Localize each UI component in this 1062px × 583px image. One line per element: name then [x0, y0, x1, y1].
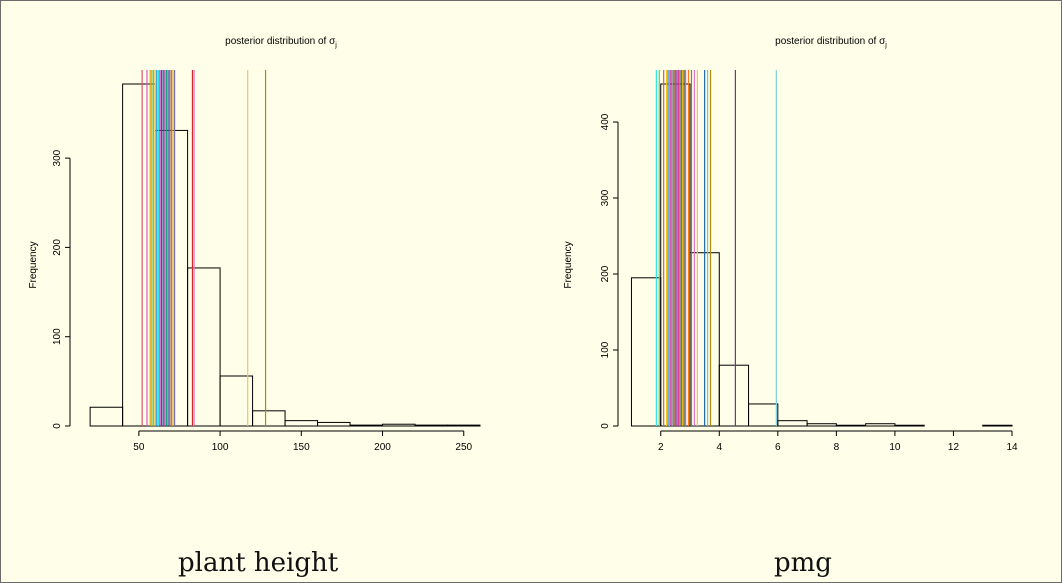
x-tick-label: 8 — [834, 442, 840, 453]
y-axis-label: Frequency — [28, 241, 39, 288]
histogram-bar — [806, 423, 837, 427]
histogram-bar — [349, 424, 384, 427]
title-subscript: j — [884, 42, 887, 49]
histogram-bar — [748, 403, 779, 427]
histogram-bar — [317, 421, 351, 427]
x-tick-label: 100 — [212, 442, 229, 453]
histogram-bar — [982, 424, 1013, 427]
caption-plant-height: plant height — [178, 548, 339, 578]
histogram-bar — [284, 420, 319, 427]
y-axis-label: Frequency — [563, 241, 574, 288]
histogram-bar — [414, 424, 449, 427]
y-tick-label: 0 — [600, 423, 611, 429]
y-tick-label: 0 — [52, 423, 63, 429]
title-subscript: j — [334, 42, 337, 49]
y-tick-label: 200 — [52, 239, 63, 256]
chart-title: posterior distribution of σj — [775, 36, 887, 49]
y-tick-label: 100 — [52, 328, 63, 345]
y-tick-label: 100 — [600, 341, 611, 358]
x-tick-label: 50 — [133, 442, 145, 453]
y-tick-label: 300 — [52, 149, 63, 166]
chart-title: posterior distribution of σj — [225, 36, 337, 49]
histogram-bar — [894, 424, 925, 427]
histogram-bar — [382, 423, 416, 427]
y-tick-label: 400 — [600, 113, 611, 130]
y-tick-label: 200 — [600, 265, 611, 282]
x-tick-label: 150 — [293, 442, 310, 453]
x-tick-label: 10 — [889, 442, 901, 453]
histogram-bar — [865, 423, 896, 427]
histogram-bar — [718, 364, 750, 427]
histogram-bar — [252, 410, 286, 427]
x-tick-label: 6 — [775, 442, 781, 453]
y-tick-label: 300 — [600, 189, 611, 206]
histogram-bar — [777, 420, 808, 427]
x-tick-label: 12 — [948, 442, 960, 453]
x-tick-label: 4 — [716, 442, 722, 453]
caption-pmg: pmg — [774, 548, 832, 578]
histogram-bar — [187, 267, 221, 427]
histogram-bar — [219, 375, 254, 427]
x-tick-label: 14 — [1006, 442, 1018, 453]
x-tick-label: 200 — [374, 442, 391, 453]
histogram-bar — [89, 406, 124, 427]
x-tick-label: 250 — [455, 442, 472, 453]
x-tick-label: 2 — [658, 442, 664, 453]
histogram-plant-height: posterior distribution of σj Frequency 5… — [28, 36, 481, 453]
histogram-bar — [835, 424, 867, 427]
histogram-pmg: posterior distribution of σj Frequency 2… — [563, 36, 1018, 453]
histogram-bar — [447, 424, 481, 427]
